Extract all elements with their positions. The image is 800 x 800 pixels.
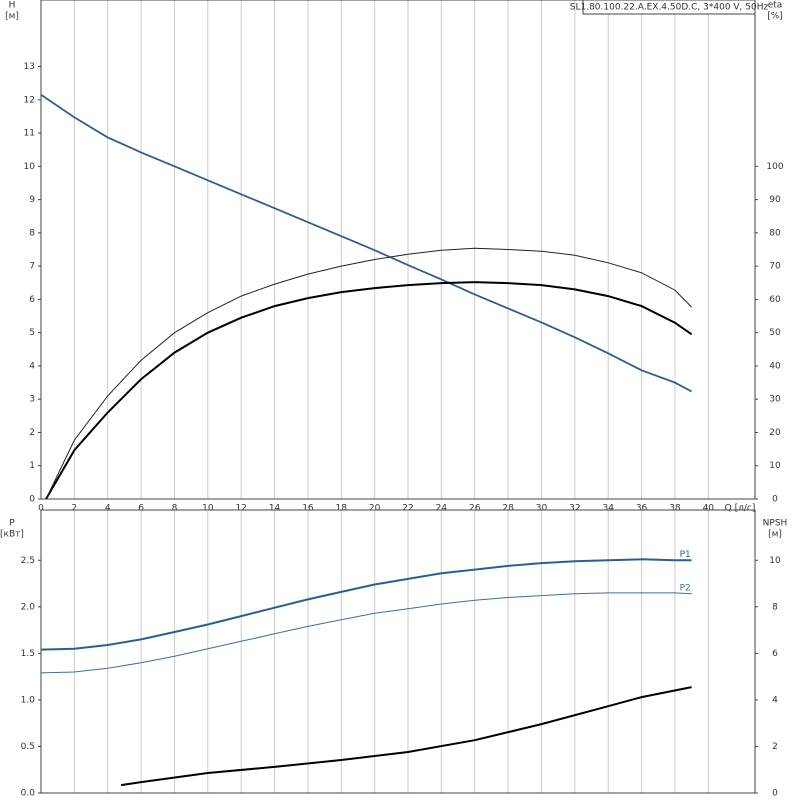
y2-tick-label: 20 <box>769 428 781 438</box>
series-line <box>40 592 692 674</box>
x-tick-label: 36 <box>636 504 648 514</box>
y2-axis-label: [%] <box>767 12 783 22</box>
x-tick-label: 34 <box>602 504 614 514</box>
x-tick-label: 22 <box>402 504 413 514</box>
y2-axis-label: eta <box>768 1 783 11</box>
y2-tick-label: 100 <box>766 162 783 172</box>
y2-tick-label: 10 <box>769 556 781 566</box>
title-box <box>582 0 756 15</box>
x-tick-label: 26 <box>469 504 481 514</box>
x-tick-label: 4 <box>105 504 111 514</box>
y2-tick-label: 30 <box>769 395 781 405</box>
y-tick-label: 0 <box>29 495 35 505</box>
y-tick-label: 1.5 <box>21 649 35 659</box>
x-tick-label: 30 <box>536 504 548 514</box>
x-tick-label: 38 <box>669 504 681 514</box>
y2-tick-label: 40 <box>769 361 781 371</box>
series-line <box>40 558 692 651</box>
x-tick-label: 2 <box>71 504 77 514</box>
plot-frame <box>40 509 756 794</box>
x-tick-label: 28 <box>502 504 514 514</box>
y2-tick-label: 8 <box>772 602 778 612</box>
y2-tick-label: 60 <box>769 295 781 305</box>
series-label: P1 <box>680 550 691 560</box>
series-line <box>40 94 693 393</box>
x-tick-label: 0 <box>38 504 44 514</box>
y-axis-label: [м] <box>5 12 19 22</box>
x-tick-label: 8 <box>172 504 178 514</box>
x-tick-label: 10 <box>202 504 214 514</box>
x-tick-label: 6 <box>138 504 144 514</box>
y2-tick-label: 2 <box>772 742 778 752</box>
y2-axis-label: [м] <box>768 530 782 540</box>
y-tick-label: 10 <box>24 162 36 172</box>
y-tick-label: 0.5 <box>21 742 35 752</box>
x-tick-label: 24 <box>436 504 448 514</box>
y-axis-label: H <box>9 1 16 11</box>
y-axis-label: [кВт] <box>0 530 24 540</box>
y-tick-label: 12 <box>24 95 35 105</box>
y-tick-label: 13 <box>24 62 35 72</box>
y2-tick-label: 50 <box>769 328 781 338</box>
y-tick-label: 11 <box>24 129 35 139</box>
y-tick-label: 4 <box>29 361 35 371</box>
y2-tick-label: 6 <box>772 649 778 659</box>
y-tick-label: 5 <box>29 328 35 338</box>
x-axis-label: Q [л/с] <box>725 504 756 514</box>
y-tick-label: 6 <box>29 295 35 305</box>
y-tick-label: 1 <box>29 461 35 471</box>
x-tick-label: 14 <box>269 504 281 514</box>
y2-tick-label: 0 <box>772 495 778 505</box>
y2-tick-label: 10 <box>769 461 781 471</box>
y-tick-label: 7 <box>29 262 35 272</box>
chart-title: SL1.80.100.22.A.EX.4.50D.C, 3*400 V, 50H… <box>570 3 769 13</box>
y-tick-label: 3 <box>29 395 35 405</box>
y2-tick-label: 0 <box>772 789 778 799</box>
y-tick-label: 2 <box>29 428 35 438</box>
y-axis-label: P <box>9 519 15 529</box>
y-tick-label: 2.0 <box>21 602 36 612</box>
x-tick-label: 18 <box>336 504 348 514</box>
y-tick-label: 2.5 <box>21 556 35 566</box>
series-label: P2 <box>680 583 691 593</box>
y-tick-label: 0.0 <box>21 789 36 799</box>
x-tick-label: 16 <box>302 504 314 514</box>
x-tick-label: 12 <box>235 504 246 514</box>
y2-tick-label: 80 <box>769 228 781 238</box>
y2-tick-label: 4 <box>772 695 778 705</box>
x-tick-label: 32 <box>569 504 580 514</box>
y-tick-label: 1.0 <box>21 695 36 705</box>
x-tick-label: 40 <box>703 504 715 514</box>
y2-axis-label: NPSH <box>763 519 788 529</box>
plot-frame <box>40 0 756 500</box>
y2-tick-label: 70 <box>769 262 781 272</box>
x-tick-label: 20 <box>369 504 381 514</box>
y-tick-label: 8 <box>29 228 35 238</box>
y2-tick-label: 90 <box>769 195 781 205</box>
series-line <box>45 281 693 500</box>
y-tick-label: 9 <box>29 195 35 205</box>
series-line <box>120 686 692 787</box>
series-line <box>45 247 692 500</box>
